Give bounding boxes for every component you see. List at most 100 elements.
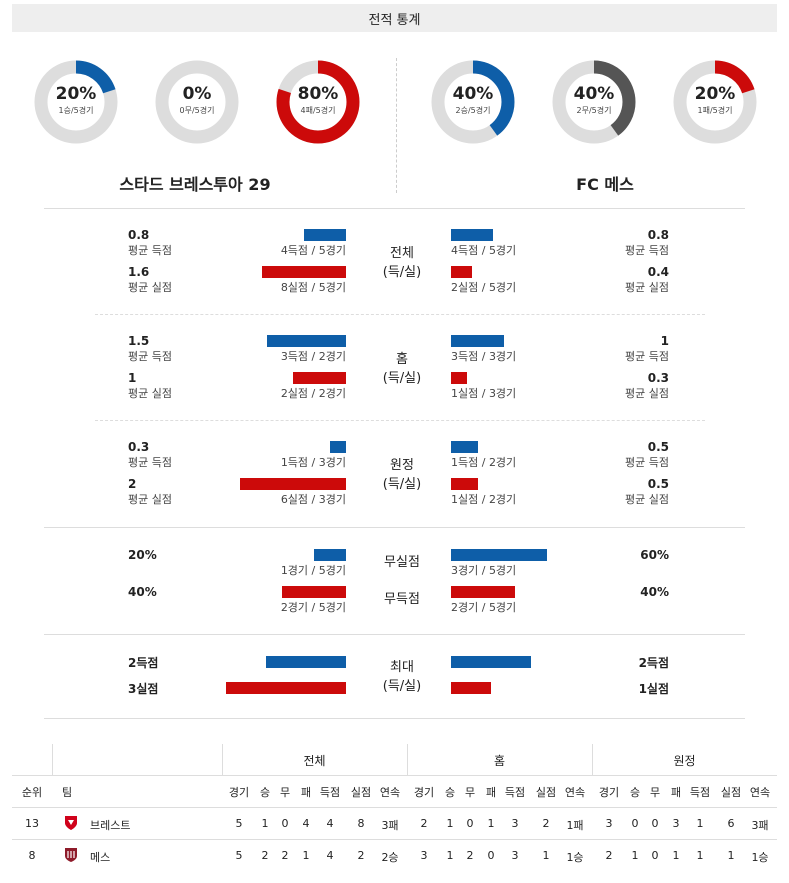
away-conceded-bar-label: 2실점 / 5경기 (451, 281, 517, 294)
team-divider (396, 58, 397, 193)
col-header-away-2: 무 (649, 786, 661, 799)
col-header-away-0: 경기 (598, 786, 620, 799)
table-vsep-team (222, 744, 223, 776)
table-vsep-total (407, 744, 408, 776)
row-1-away-6: 3패 (751, 819, 769, 832)
table-group-away: 원정 (673, 753, 696, 768)
home-away-goals-bar-label: 1득점 / 3경기 (280, 456, 346, 469)
total-goals-row: 0.8 평균 득점 4득점 / 5경기 4득점 / 5경기 0.8 평균 득점 (0, 228, 789, 268)
col-header-away-6: 연속 (749, 786, 771, 799)
home-avg-conceded-value: 1.6 (128, 265, 150, 279)
home-win-pct: 20% (55, 84, 97, 104)
col-header-home-6: 연속 (564, 786, 586, 799)
section-home-label: 홈 (득/실) (360, 350, 444, 388)
away-draw-donut-ring (552, 60, 636, 144)
row-1-total-6: 3패 (381, 819, 399, 832)
row-1-total-0: 5 (235, 817, 243, 830)
col-header-total-1: 승 (259, 786, 271, 799)
col-header-home-5: 실점 (535, 786, 557, 799)
row-1-home-4: 3 (511, 817, 519, 830)
section-max-label-2: (득/실) (382, 679, 422, 694)
row-2-home-2: 2 (466, 849, 474, 862)
away-away-conceded-bar-label: 1실점 / 2경기 (451, 493, 517, 506)
home-win-donut-arc (34, 60, 118, 144)
table-vsep-rank (52, 744, 53, 776)
stats-bottom-divider (44, 718, 745, 719)
col-header-home-3: 패 (485, 786, 497, 799)
col-header-home-4: 득점 (504, 786, 526, 799)
home-failed-to-score-bar-label: 2경기 / 5경기 (280, 601, 346, 614)
table-subheader-divider (12, 807, 777, 808)
home-avg-goals-value: 0.8 (128, 228, 150, 242)
col-header-total-6: 연속 (379, 786, 401, 799)
row-1-total-5: 8 (357, 817, 365, 830)
col-header-away-1: 승 (629, 786, 641, 799)
col-header-away-5: 실점 (720, 786, 742, 799)
away-home-goals-bar (451, 335, 504, 347)
home-max-goals-value: 2득점 (128, 656, 159, 670)
section-away-label-2: (득/실) (382, 477, 422, 492)
away-away-avg-conceded-value: 0.5 (647, 477, 669, 491)
away-clean-sheet-bar-label: 3경기 / 5경기 (451, 564, 517, 577)
away-win-sub: 2승/5경기 (455, 106, 491, 115)
col-header-away-4: 득점 (689, 786, 711, 799)
away-avg-conceded-label: 평균 실점 (625, 281, 669, 294)
col-rank-header: 순위 (21, 786, 43, 799)
away-home-avg-goals-value: 1 (660, 334, 669, 348)
home-home-goals-bar (267, 335, 346, 347)
away-draw-pct: 40% (573, 84, 615, 104)
table-header-divider (12, 775, 777, 776)
table-group-total: 전체 (303, 753, 326, 768)
home-goals-bar (304, 229, 346, 241)
row-2-total-3: 1 (302, 849, 310, 862)
home-loss-donut-arc (276, 60, 360, 144)
table-vsep-home (592, 744, 593, 776)
row-2-total-2: 2 (281, 849, 289, 862)
home-conceded-row: 1 평균 실점 2실점 / 2경기 1실점 / 3경기 0.3 평균 실점 (0, 371, 789, 411)
row-1-home-5: 2 (542, 817, 550, 830)
home-away-avg-goals-label: 평균 득점 (128, 456, 172, 469)
row-1-rank: 13 (25, 817, 39, 830)
table-group-home: 홈 (493, 753, 506, 768)
away-conceded-bar (451, 266, 472, 278)
col-header-total-5: 실점 (350, 786, 372, 799)
away-away-avg-conceded-label: 평균 실점 (625, 493, 669, 506)
row-2-team[interactable]: 메스 (90, 851, 111, 864)
section-home-label-1: 홈 (396, 352, 408, 367)
home-win-donut: 20% 1승/5경기 (34, 60, 118, 144)
home-home-conceded-bar-label: 2실점 / 2경기 (280, 387, 346, 400)
away-clean-sheet-value: 60% (640, 548, 669, 562)
home-away-avg-goals-value: 0.3 (128, 440, 150, 454)
home-away-avg-conceded-label: 평균 실점 (128, 493, 172, 506)
row-1-away-5: 6 (727, 817, 735, 830)
away-avg-conceded-value: 0.4 (647, 265, 669, 279)
home-away-avg-conceded-value: 2 (128, 477, 137, 491)
row-2-total-5: 2 (357, 849, 365, 862)
away-loss-donut: 20% 1패/5경기 (673, 60, 757, 144)
row-2-home-3: 0 (487, 849, 495, 862)
row-2-home-0: 3 (420, 849, 428, 862)
row-2-away-4: 1 (696, 849, 704, 862)
section-max-label-1: 최대 (390, 660, 414, 675)
row-1-away-3: 3 (672, 817, 680, 830)
home-failed-to-score-bar (282, 586, 346, 598)
failed-to-score-label: 무득점 (384, 592, 420, 607)
home-conceded-bar-label: 8실점 / 5경기 (280, 281, 346, 294)
home-home-avg-conceded-value: 1 (128, 371, 137, 385)
away-clean-sheet-bar (451, 549, 547, 561)
row-2-away-1: 1 (631, 849, 639, 862)
row-2-rank: 8 (28, 849, 36, 862)
clean-sheet-label: 무실점 (384, 555, 420, 570)
row-1-home-0: 2 (420, 817, 428, 830)
col-header-total-4: 득점 (319, 786, 341, 799)
row-2-away-2: 0 (651, 849, 659, 862)
away-home-avg-conceded-value: 0.3 (647, 371, 669, 385)
col-header-home-0: 경기 (413, 786, 435, 799)
table-row-divider-1 (12, 839, 777, 840)
home-draw-sub: 0무/5경기 (179, 106, 215, 115)
stats-divider-2 (95, 420, 705, 421)
row-1-total-1: 1 (261, 817, 269, 830)
row-1-team[interactable]: 브레스트 (90, 819, 131, 832)
away-win-donut-ring (431, 60, 515, 144)
stats-top-divider (44, 208, 745, 209)
